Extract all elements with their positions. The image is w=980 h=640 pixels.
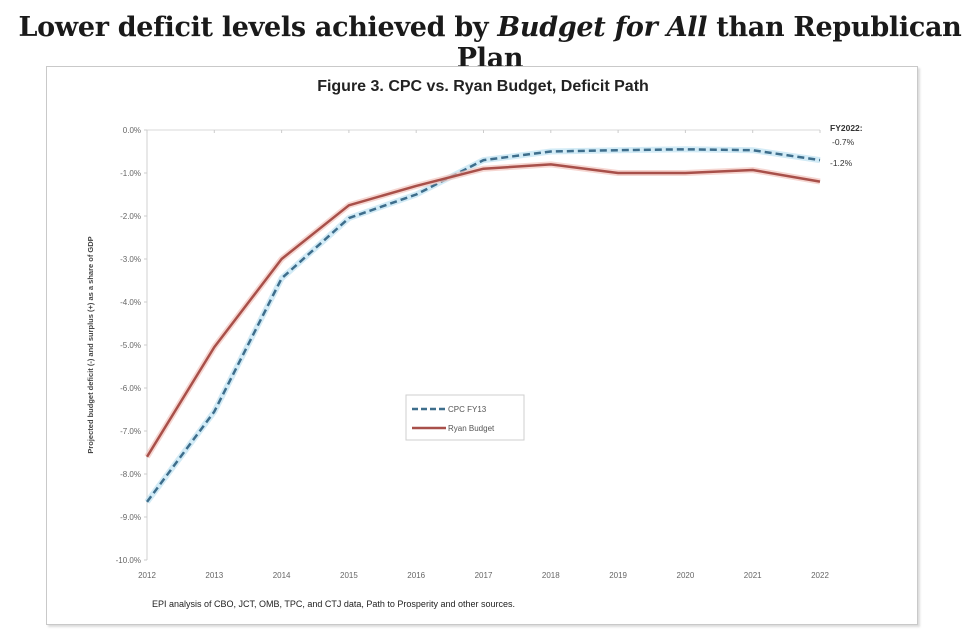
y-tick-label: -1.0% [120,169,141,178]
x-tick-label: 2021 [744,571,762,580]
series-group [144,146,821,504]
x-tick-label: 2020 [677,571,695,580]
y-axis-label: Projected budget deficit (-) and surplus… [86,236,95,453]
headline: Lower deficit levels achieved by Budget … [0,12,980,74]
headline-emphasis: Budget for All [497,12,708,43]
legend-box [405,394,525,441]
x-tick-label: 2022 [811,571,829,580]
annotation-cpc-value: -0.7% [832,137,855,147]
y-tick-label: -3.0% [120,255,141,264]
y-tick-label: -8.0% [120,470,141,479]
x-tick-label: 2019 [609,571,627,580]
fy2022-annotations: FY2022: -0.7% -1.2% [830,123,863,168]
x-tick-label: 2016 [407,571,425,580]
legend-label-cpc: CPC FY13 [448,405,487,414]
x-tick-label: 2015 [340,571,358,580]
y-tick-label: -4.0% [120,298,141,307]
x-tick-label: 2017 [475,571,493,580]
y-tick-label: -5.0% [120,341,141,350]
annotation-ryan-value: -1.2% [830,158,853,168]
annotation-heading: FY2022: [830,123,863,133]
y-tick-label: -2.0% [120,212,141,221]
x-ticks: 2012 2013 2014 2015 2016 2017 2018 2019 2020 2021… [138,130,829,580]
series-line-cpc [145,148,821,503]
y-ticks: 0.0% -1.0% -2.0% -3.0% -4.0% -5.0% -6.0% -7.0% -… [116,126,147,565]
x-tick-label: 2014 [273,571,291,580]
y-tick-label: -10.0% [116,556,141,565]
source-note: EPI analysis of CBO, JCT, OMB, TPC, and … [152,599,515,609]
legend: CPC FY13 Ryan Budget [405,394,525,441]
y-tick-label: -6.0% [120,384,141,393]
x-tick-label: 2012 [138,571,156,580]
y-tick-label: -7.0% [120,427,141,436]
y-tick-label: -9.0% [120,513,141,522]
headline-part1: Lower deficit levels achieved by [18,12,498,43]
x-tick-label: 2018 [542,571,560,580]
series-glow-cpc [144,146,821,504]
y-tick-label: 0.0% [123,126,141,135]
legend-label-ryan: Ryan Budget [448,424,495,433]
chart-title: Figure 3. CPC vs. Ryan Budget, Deficit P… [317,78,649,95]
x-tick-label: 2013 [205,571,223,580]
